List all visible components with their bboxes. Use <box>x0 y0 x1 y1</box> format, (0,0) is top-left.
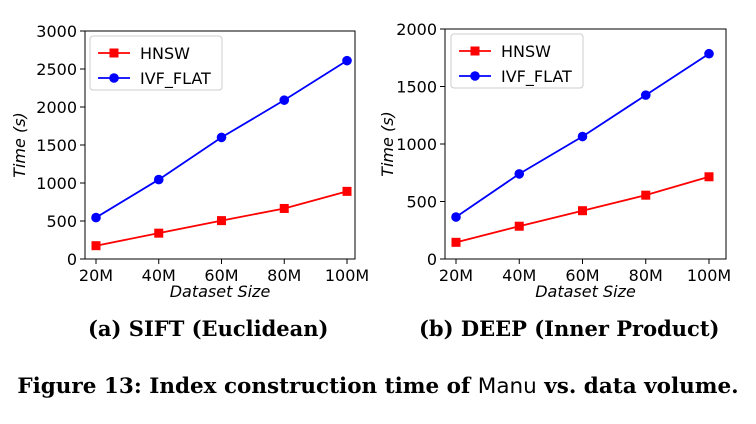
y-tick-label: 2500 <box>36 60 77 79</box>
data-point-hnsw <box>641 190 651 200</box>
x-tick-label: 80M <box>267 266 301 285</box>
x-tick-label: 100M <box>687 266 731 285</box>
y-tick-label: 3000 <box>36 22 77 41</box>
legend-marker <box>109 73 119 83</box>
data-point-hnsw <box>279 203 289 213</box>
y-tick-label: 500 <box>46 212 77 231</box>
data-point-ivf-flat <box>279 95 290 105</box>
y-tick-label: 1500 <box>36 136 77 155</box>
y-tick-label: 500 <box>406 193 437 212</box>
legend-marker <box>470 46 480 56</box>
y-tick-label: 2000 <box>396 20 437 39</box>
data-point-ivf-flat <box>91 212 101 223</box>
x-tick-label: 60M <box>204 266 238 285</box>
data-point-hnsw <box>704 172 714 182</box>
legend-marker <box>109 48 119 58</box>
legend-box <box>450 33 584 89</box>
data-point-ivf-flat <box>577 131 588 142</box>
x-tick-label: 60M <box>565 266 599 285</box>
x-tick-label: 20M <box>439 266 473 285</box>
chart-deep: 0 500 1000 1500 2000 20M 40M 60M 80M 100M Dataset … <box>378 20 731 301</box>
y-tick-label: 1500 <box>396 78 437 97</box>
data-point-hnsw <box>217 216 226 226</box>
y-axis-label: Time (s) <box>378 111 397 177</box>
data-point-ivf-flat <box>451 212 461 222</box>
x-tick-label: 20M <box>79 266 113 285</box>
x-tick-label: 40M <box>142 266 176 285</box>
data-point-hnsw <box>91 241 101 251</box>
legend-marker <box>470 71 480 81</box>
data-point-ivf-flat <box>153 174 164 185</box>
y-tick-label: 0 <box>427 250 437 269</box>
x-axis-label: Dataset Size <box>170 282 271 301</box>
y-tick-label: 2000 <box>36 98 77 117</box>
data-point-ivf-flat <box>216 132 227 143</box>
subcaption-b: (b) DEEP (Inner Product) <box>419 316 720 341</box>
data-point-hnsw <box>578 206 587 216</box>
data-point-hnsw <box>342 186 352 196</box>
legend-label: HNSW <box>140 44 190 63</box>
y-tick-label: 1000 <box>396 135 437 154</box>
data-point-hnsw <box>514 221 524 231</box>
legend-label: IVF_FLAT <box>140 69 211 89</box>
x-axis-label: Dataset Size <box>535 282 636 301</box>
x-tick-label: 40M <box>502 266 536 285</box>
figure-caption: Figure 13: Index construction time of Ma… <box>0 374 756 399</box>
data-point-hnsw <box>451 237 461 247</box>
data-point-ivf-flat <box>514 169 525 179</box>
data-point-hnsw <box>154 228 164 238</box>
chart-sift: 0 500 1000 1500 2000 2500 3000 20M 40M 60M 80M 100M… <box>10 22 369 301</box>
y-tick-label: 0 <box>67 250 77 269</box>
x-tick-label: 100M <box>325 266 369 285</box>
data-point-ivf-flat <box>640 90 651 100</box>
x-tick-label: 80M <box>629 266 663 285</box>
data-point-ivf-flat <box>342 55 352 66</box>
subcaption-a: (a) SIFT (Euclidean) <box>88 316 329 341</box>
legend-label: HNSW <box>501 42 551 61</box>
figure-caption-suffix: vs. data volume. <box>536 374 739 399</box>
y-axis-label: Time (s) <box>10 112 29 178</box>
data-point-ivf-flat <box>704 48 714 59</box>
legend-box <box>89 35 223 91</box>
figure-caption-system: Manu <box>477 374 537 399</box>
legend-label: IVF_FLAT <box>501 67 572 87</box>
y-tick-label: 1000 <box>36 174 77 193</box>
figure-caption-prefix: Figure 13: Index construction time of <box>17 374 478 399</box>
